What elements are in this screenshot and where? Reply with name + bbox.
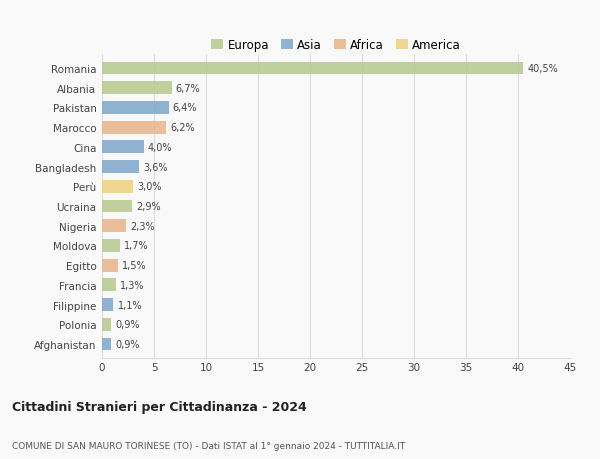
- Text: 3,0%: 3,0%: [137, 182, 162, 192]
- Text: 40,5%: 40,5%: [527, 64, 558, 74]
- Text: 3,6%: 3,6%: [143, 162, 168, 172]
- Bar: [102, 122, 166, 134]
- Bar: [102, 82, 172, 95]
- Text: 1,5%: 1,5%: [122, 261, 146, 270]
- Text: 6,7%: 6,7%: [176, 84, 200, 94]
- Bar: [102, 298, 113, 311]
- Bar: [102, 279, 116, 291]
- Text: 6,4%: 6,4%: [173, 103, 197, 113]
- Text: 0,9%: 0,9%: [116, 319, 140, 330]
- Bar: [102, 180, 133, 193]
- Bar: [102, 240, 119, 252]
- Bar: [102, 141, 143, 154]
- Bar: [102, 318, 112, 331]
- Bar: [102, 200, 132, 213]
- Text: 1,3%: 1,3%: [119, 280, 144, 290]
- Text: 6,2%: 6,2%: [170, 123, 195, 133]
- Bar: [102, 220, 126, 233]
- Bar: [102, 62, 523, 75]
- Text: 4,0%: 4,0%: [148, 143, 172, 152]
- Legend: Europa, Asia, Africa, America: Europa, Asia, Africa, America: [209, 37, 464, 55]
- Bar: [102, 338, 112, 351]
- Bar: [102, 259, 118, 272]
- Text: 1,1%: 1,1%: [118, 300, 142, 310]
- Text: Cittadini Stranieri per Cittadinanza - 2024: Cittadini Stranieri per Cittadinanza - 2…: [12, 400, 307, 413]
- Text: 0,9%: 0,9%: [116, 339, 140, 349]
- Text: 2,3%: 2,3%: [130, 221, 155, 231]
- Bar: [102, 102, 169, 115]
- Text: 1,7%: 1,7%: [124, 241, 148, 251]
- Bar: [102, 161, 139, 174]
- Text: 2,9%: 2,9%: [136, 202, 161, 212]
- Text: COMUNE DI SAN MAURO TORINESE (TO) - Dati ISTAT al 1° gennaio 2024 - TUTTITALIA.I: COMUNE DI SAN MAURO TORINESE (TO) - Dati…: [12, 441, 405, 450]
